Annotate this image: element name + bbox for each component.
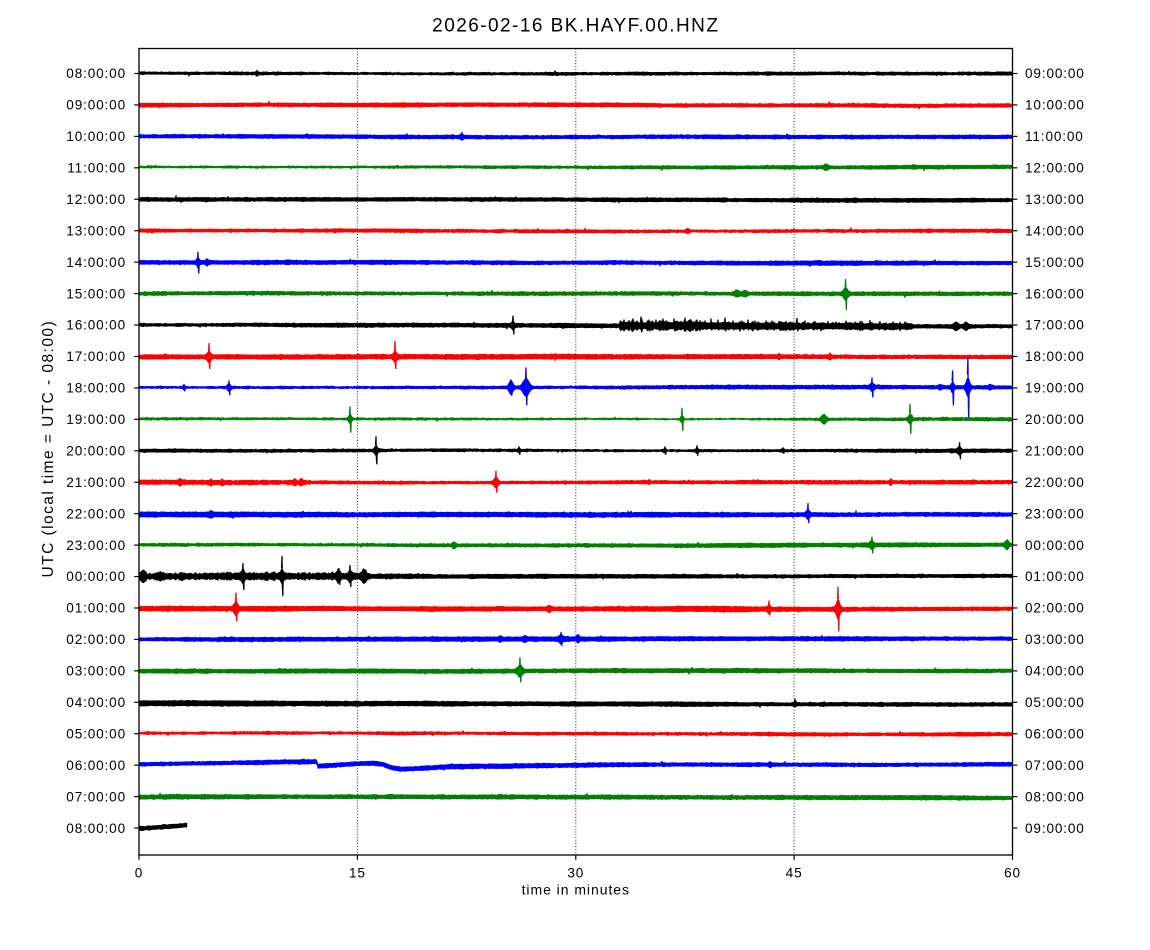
svg-text:15:00:00: 15:00:00 (66, 286, 126, 301)
svg-text:10:00:00: 10:00:00 (1025, 98, 1085, 113)
svg-text:23:00:00: 23:00:00 (66, 538, 126, 553)
svg-text:22:00:00: 22:00:00 (1025, 475, 1085, 490)
svg-text:11:00:00: 11:00:00 (67, 161, 126, 176)
svg-text:19:00:00: 19:00:00 (1025, 381, 1085, 396)
svg-text:09:00:00: 09:00:00 (1025, 821, 1085, 836)
svg-text:17:00:00: 17:00:00 (1025, 318, 1085, 333)
svg-text:17:00:00: 17:00:00 (66, 349, 126, 364)
svg-text:03:00:00: 03:00:00 (66, 664, 126, 679)
svg-text:08:00:00: 08:00:00 (66, 821, 126, 836)
svg-text:04:00:00: 04:00:00 (1025, 664, 1085, 679)
svg-text:16:00:00: 16:00:00 (1025, 286, 1085, 301)
svg-text:14:00:00: 14:00:00 (1025, 223, 1085, 238)
svg-text:04:00:00: 04:00:00 (66, 695, 126, 710)
svg-text:30: 30 (567, 866, 584, 881)
svg-text:21:00:00: 21:00:00 (66, 475, 126, 490)
svg-text:time in minutes: time in minutes (522, 882, 630, 898)
svg-text:18:00:00: 18:00:00 (1025, 349, 1085, 364)
svg-text:02:00:00: 02:00:00 (66, 632, 126, 647)
svg-text:20:00:00: 20:00:00 (1025, 412, 1085, 427)
svg-text:UTC (local time = UTC - 08:00): UTC (local time = UTC - 08:00) (40, 320, 57, 578)
svg-text:11:00:00: 11:00:00 (1025, 129, 1084, 144)
svg-text:14:00:00: 14:00:00 (66, 255, 126, 270)
svg-text:15:00:00: 15:00:00 (1025, 255, 1085, 270)
svg-text:12:00:00: 12:00:00 (1025, 161, 1085, 176)
svg-text:21:00:00: 21:00:00 (1025, 443, 1085, 458)
svg-text:16:00:00: 16:00:00 (66, 318, 126, 333)
svg-text:18:00:00: 18:00:00 (66, 381, 126, 396)
svg-text:00:00:00: 00:00:00 (1025, 538, 1085, 553)
svg-text:13:00:00: 13:00:00 (1025, 192, 1085, 207)
svg-text:05:00:00: 05:00:00 (66, 726, 126, 741)
svg-text:09:00:00: 09:00:00 (66, 98, 126, 113)
svg-text:0: 0 (135, 866, 143, 881)
svg-text:05:00:00: 05:00:00 (1025, 695, 1085, 710)
svg-text:23:00:00: 23:00:00 (1025, 506, 1085, 521)
svg-text:09:00:00: 09:00:00 (1025, 66, 1085, 81)
svg-text:01:00:00: 01:00:00 (1025, 569, 1085, 584)
svg-text:13:00:00: 13:00:00 (66, 223, 126, 238)
svg-text:22:00:00: 22:00:00 (66, 506, 126, 521)
svg-text:19:00:00: 19:00:00 (66, 412, 126, 427)
svg-text:45: 45 (786, 866, 803, 881)
svg-text:10:00:00: 10:00:00 (66, 129, 126, 144)
svg-text:15: 15 (349, 866, 366, 881)
svg-text:07:00:00: 07:00:00 (66, 789, 126, 804)
svg-text:60: 60 (1004, 866, 1021, 881)
svg-text:06:00:00: 06:00:00 (66, 758, 126, 773)
svg-text:07:00:00: 07:00:00 (1025, 758, 1085, 773)
svg-text:12:00:00: 12:00:00 (66, 192, 126, 207)
svg-text:2026-02-16 BK.HAYF.00.HNZ: 2026-02-16 BK.HAYF.00.HNZ (432, 16, 719, 37)
svg-text:02:00:00: 02:00:00 (1025, 601, 1085, 616)
svg-text:00:00:00: 00:00:00 (66, 569, 126, 584)
svg-text:03:00:00: 03:00:00 (1025, 632, 1085, 647)
svg-text:06:00:00: 06:00:00 (1025, 726, 1085, 741)
svg-text:08:00:00: 08:00:00 (1025, 789, 1085, 804)
svg-text:08:00:00: 08:00:00 (66, 66, 126, 81)
svg-text:20:00:00: 20:00:00 (66, 443, 126, 458)
svg-text:01:00:00: 01:00:00 (66, 601, 126, 616)
